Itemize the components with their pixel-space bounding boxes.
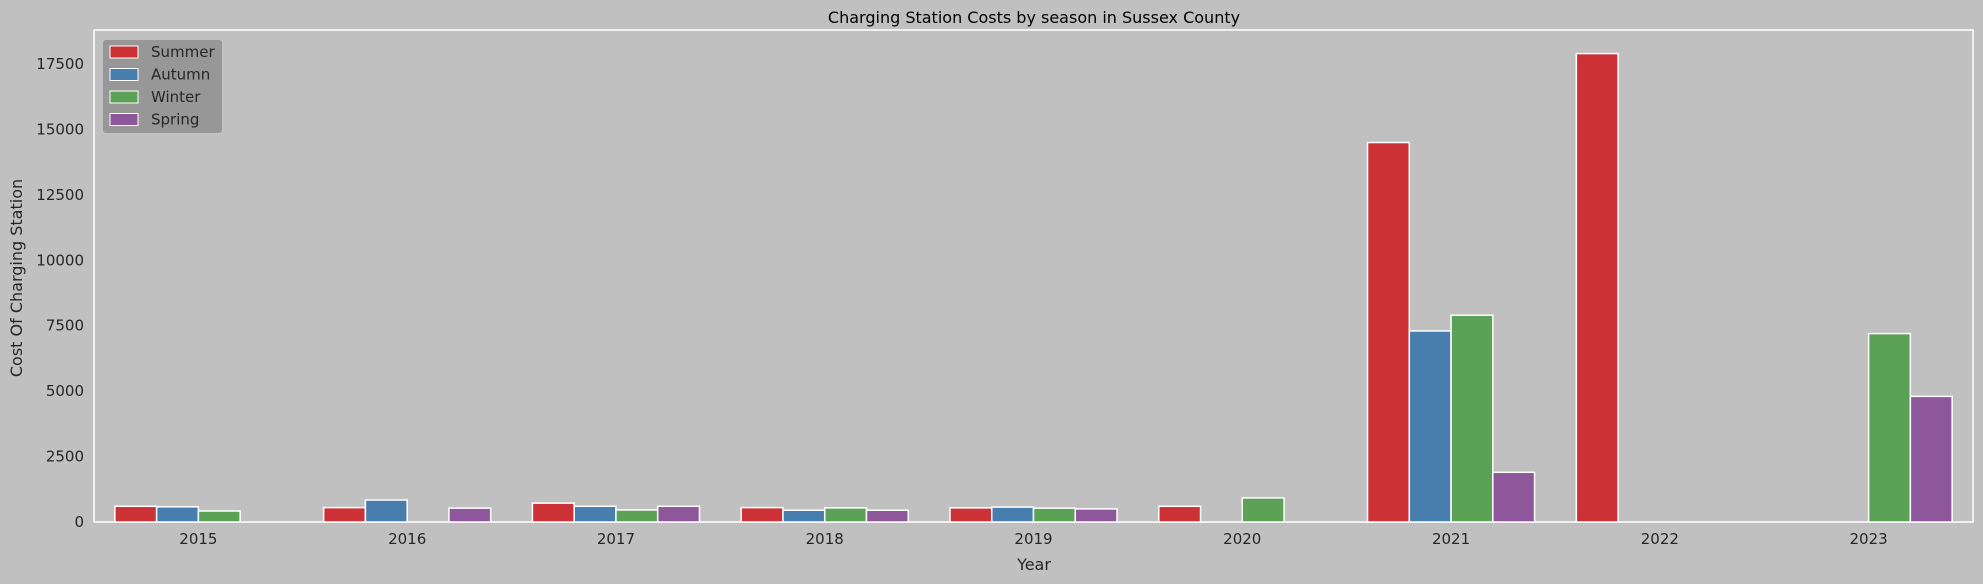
y-tick-label: 17500 (36, 55, 84, 73)
y-tick-label: 15000 (36, 120, 84, 138)
x-tick-label: 2023 (1850, 530, 1888, 548)
bar-autumn-2015 (155, 506, 200, 523)
bar-spring-2023 (1909, 395, 1953, 523)
x-tick-label: 2020 (1223, 530, 1261, 548)
legend-swatch-autumn (109, 68, 139, 81)
y-tick-label: 10000 (36, 251, 84, 269)
legend-swatch-summer (109, 45, 139, 59)
bars-group (114, 52, 1953, 523)
bar-winter-2023 (1867, 332, 1912, 523)
legend: Summer Autumn Winter Spring (103, 40, 222, 133)
y-tick-label: 7500 (46, 317, 84, 335)
y-axis-ticks: 0 2500 5000 7500 10000 12500 15000 17500 (36, 55, 84, 531)
y-tick-label: 2500 (46, 448, 84, 466)
bar-winter-2021 (1450, 314, 1494, 523)
x-tick-label: 2021 (1432, 530, 1470, 548)
legend-frame (103, 40, 222, 133)
bar-summer-2021 (1366, 141, 1411, 523)
bar-winter-2015 (197, 510, 241, 523)
bar-summer-2017 (531, 502, 575, 523)
bar-winter-2017 (615, 509, 659, 523)
legend-label-autumn: Autumn (151, 66, 210, 84)
legend-swatch-winter (109, 90, 139, 104)
chart-title: Charging Station Costs by season in Suss… (828, 8, 1240, 27)
bar-spring-2019 (1074, 508, 1118, 523)
x-axis-label: Year (1016, 555, 1051, 574)
x-tick-label: 2018 (806, 530, 844, 548)
x-tick-label: 2017 (597, 530, 635, 548)
y-tick-label: 12500 (36, 186, 84, 204)
bar-summer-2022 (1575, 52, 1619, 523)
x-tick-label: 2016 (388, 530, 426, 548)
bar-winter-2020 (1241, 497, 1285, 523)
x-tick-label: 2019 (1014, 530, 1052, 548)
bar-summer-2018 (740, 506, 784, 523)
bar-autumn-2016 (364, 499, 408, 523)
y-tick-label: 5000 (46, 382, 84, 400)
bar-spring-2017 (656, 505, 701, 523)
x-tick-label: 2022 (1641, 530, 1679, 548)
bar-winter-2019 (1032, 507, 1077, 523)
bar-spring-2021 (1492, 471, 1536, 523)
x-tick-label: 2015 (179, 530, 217, 548)
y-tick-label: 0 (74, 513, 84, 531)
bar-spring-2018 (865, 509, 909, 523)
legend-label-spring: Spring (151, 111, 199, 129)
x-axis-ticks: 2015 2016 2017 2018 2019 2020 2021 2022 2023 (179, 530, 1887, 548)
bar-spring-2016 (448, 507, 492, 523)
legend-label-summer: Summer (151, 43, 215, 61)
bar-autumn-2018 (782, 509, 826, 523)
bar-summer-2020 (1158, 505, 1202, 523)
bar-autumn-2021 (1408, 330, 1452, 523)
bar-summer-2016 (322, 506, 367, 523)
plot-area (93, 29, 1974, 523)
bar-summer-2019 (949, 507, 993, 523)
legend-label-winter: Winter (151, 88, 201, 106)
y-axis-label: Cost Of Charging Station (7, 179, 26, 377)
legend-swatch-spring (109, 113, 139, 126)
bar-autumn-2017 (573, 505, 617, 523)
bar-autumn-2019 (990, 506, 1035, 523)
bar-winter-2018 (823, 507, 868, 523)
bar-summer-2015 (114, 505, 158, 523)
